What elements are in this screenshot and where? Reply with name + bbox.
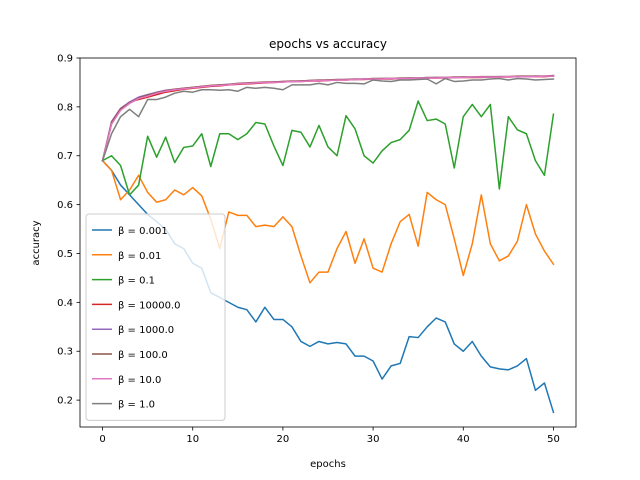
legend-label-5: β = 100.0 xyxy=(118,350,168,361)
legend-label-7: β = 1.0 xyxy=(118,400,155,411)
legend-label-6: β = 10.0 xyxy=(118,375,161,386)
legend-label-0: β = 0.001 xyxy=(118,226,168,237)
legend-label-1: β = 0.01 xyxy=(118,251,161,262)
x-tick-label-0: 0 xyxy=(99,434,105,445)
y-tick-label-7: 0.9 xyxy=(57,54,73,65)
chart-title: epochs vs accuracy xyxy=(269,37,387,51)
y-tick-label-1: 0.3 xyxy=(57,347,73,358)
plot-area: 0 10 20 30 40 50 0.2 0.3 0.4 0.5 0.6 0.7 0.8 0.9 xyxy=(57,54,577,445)
legend: β = 0.001 β = 0.01 β = 0.1 β = 10000.0 β = 1… xyxy=(85,213,226,421)
x-tick-label-2: 20 xyxy=(277,434,290,445)
x-tick-label-4: 40 xyxy=(457,434,470,445)
x-tick-label-1: 10 xyxy=(186,434,199,445)
y-tick-label-3: 0.5 xyxy=(57,249,73,260)
legend-label-2: β = 0.1 xyxy=(118,276,155,287)
y-axis-label: accuracy xyxy=(31,220,42,265)
y-tick-label-6: 0.8 xyxy=(57,102,73,113)
y-tick-label-5: 0.7 xyxy=(57,151,73,162)
legend-label-3: β = 10000.0 xyxy=(118,300,180,311)
y-tick-label-4: 0.6 xyxy=(57,200,73,211)
axes-frame xyxy=(79,57,577,428)
y-tick-label-0: 0.2 xyxy=(57,396,73,407)
x-axis-label: epochs xyxy=(310,459,346,470)
series-line-2 xyxy=(101,100,555,196)
y-tick-label-2: 0.4 xyxy=(57,298,73,309)
series-line-6 xyxy=(101,75,555,162)
x-tick-label-3: 30 xyxy=(367,434,380,445)
series-line-7 xyxy=(101,77,555,162)
legend-label-4: β = 1000.0 xyxy=(118,325,174,336)
series-line-1 xyxy=(101,159,555,284)
x-tick-label-5: 50 xyxy=(547,434,560,445)
legend-box xyxy=(85,213,226,421)
